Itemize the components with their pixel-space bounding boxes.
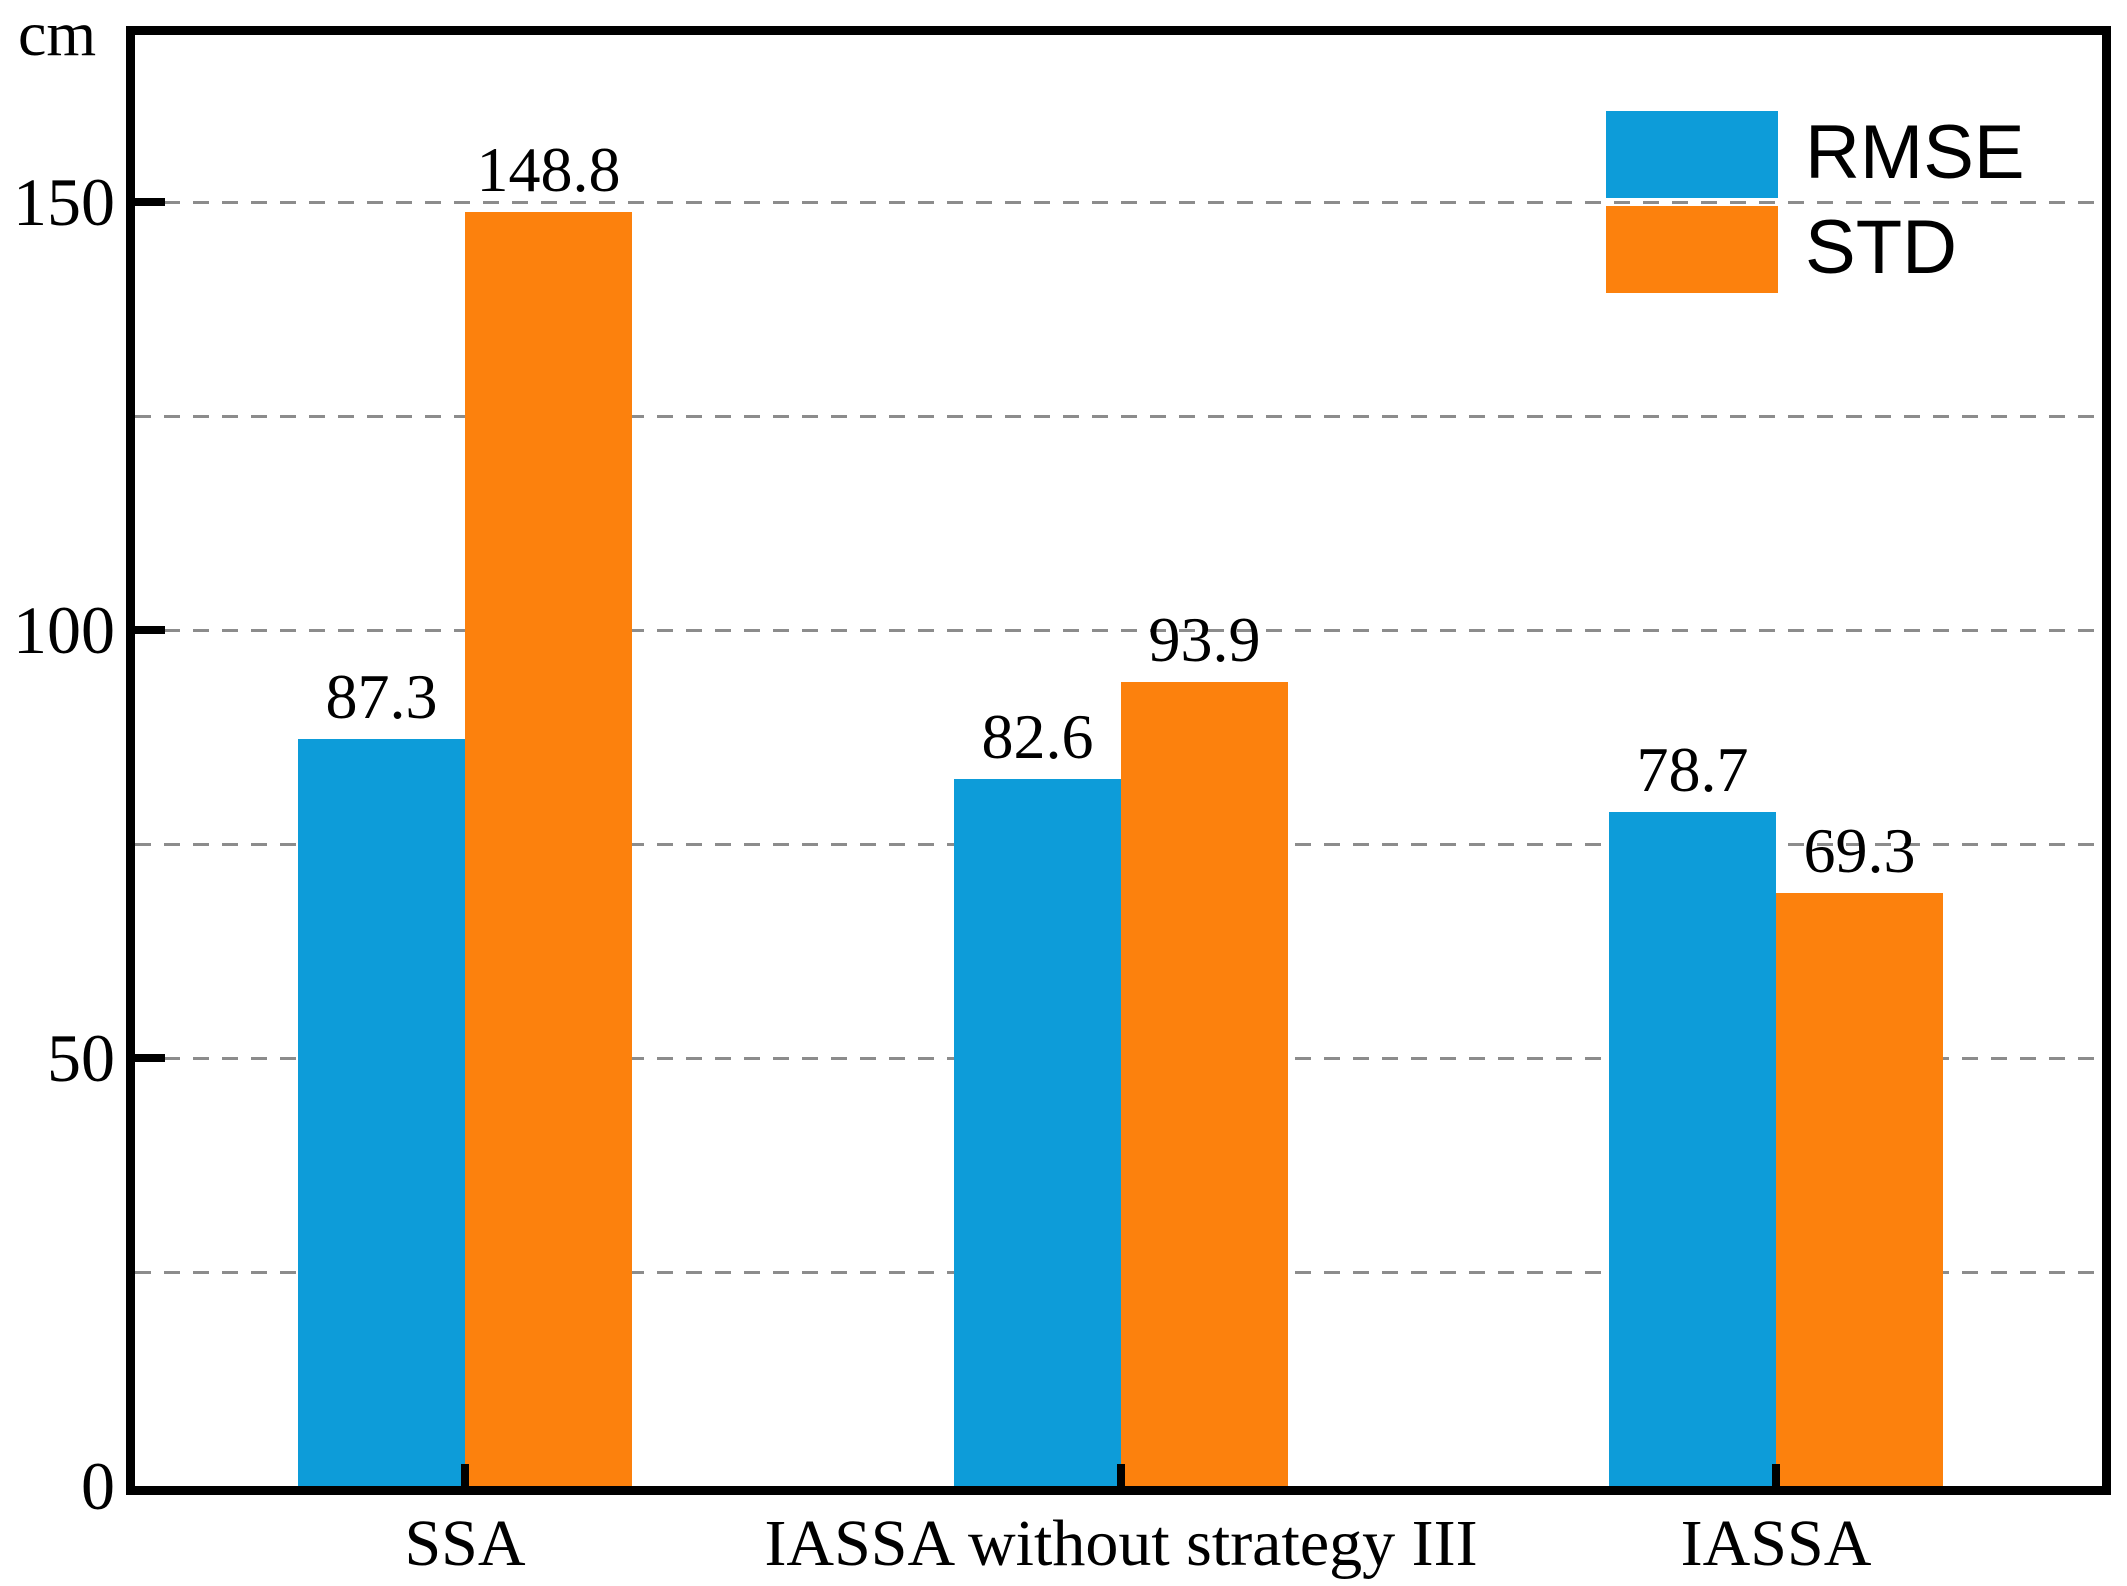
value-label-std-1: 93.9 — [1148, 604, 1261, 676]
bar-rmse-2 — [1609, 812, 1776, 1486]
gridline-125 — [135, 414, 2102, 418]
y-tick-label-50: 50 — [47, 1020, 115, 1096]
x-axis-tick-2 — [1772, 1464, 1780, 1486]
category-label-2: IASSA — [1680, 1507, 1872, 1580]
value-label-rmse-0: 87.3 — [325, 660, 438, 732]
legend-label-std: STD — [1805, 205, 1957, 290]
gridline-150 — [135, 200, 2102, 204]
y-tick-label-150: 150 — [13, 164, 115, 240]
y-axis-tick-150 — [135, 198, 165, 206]
x-axis-tick-1 — [1117, 1464, 1125, 1486]
bar-std-0 — [465, 212, 632, 1486]
value-label-rmse-1: 82.6 — [981, 700, 1094, 772]
value-label-rmse-2: 78.7 — [1636, 734, 1749, 806]
plot-area: 87.3 82.6 78.7 148.8 93.9 69.3 RMSE STD — [126, 26, 2111, 1495]
bar-std-2 — [1776, 892, 1943, 1486]
bar-std-1 — [1121, 682, 1288, 1486]
gridline-100 — [135, 628, 2102, 632]
x-axis-tick-0 — [461, 1464, 469, 1486]
legend-label-rmse: RMSE — [1805, 110, 2025, 195]
value-label-std-2: 69.3 — [1803, 814, 1916, 886]
y-tick-label-0: 0 — [81, 1448, 115, 1524]
category-label-0: SSA — [404, 1507, 526, 1580]
y-tick-label-100: 100 — [13, 592, 115, 668]
legend-swatch-rmse — [1606, 111, 1778, 198]
y-axis-tick-100 — [135, 626, 165, 634]
bar-rmse-0 — [298, 738, 465, 1486]
plot-inner-area: 87.3 82.6 78.7 148.8 93.9 69.3 RMSE STD — [135, 35, 2102, 1486]
bar-rmse-1 — [954, 778, 1121, 1486]
legend-swatch-std — [1606, 206, 1778, 293]
y-axis-unit-label: cm — [18, 0, 97, 69]
category-label-1: IASSA without strategy III — [764, 1507, 1478, 1580]
value-label-std-0: 148.8 — [476, 134, 621, 206]
y-axis-tick-50 — [135, 1054, 165, 1062]
